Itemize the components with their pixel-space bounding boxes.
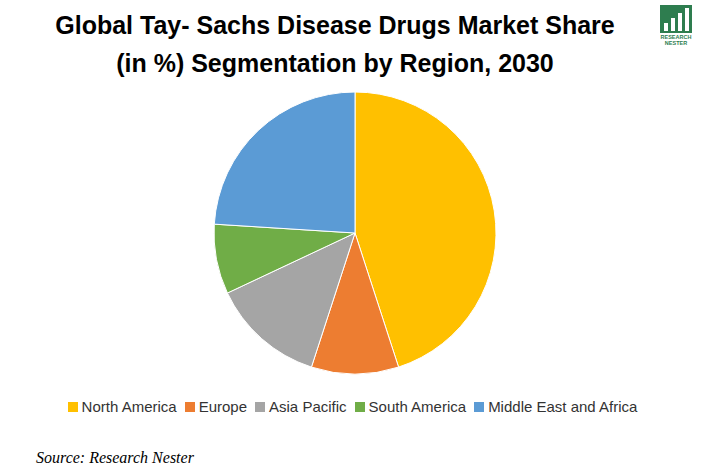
logo: RESEARCH NESTER xyxy=(652,3,700,47)
legend-swatch xyxy=(355,402,365,412)
logo-bar xyxy=(671,18,675,31)
legend-label: Asia Pacific xyxy=(269,398,347,415)
legend-item: Middle East and Africa xyxy=(474,398,637,415)
legend-label: North America xyxy=(82,398,177,415)
legend-label: South America xyxy=(369,398,467,415)
title: Global Tay- Sachs Disease Drugs Market S… xyxy=(40,6,630,82)
legend-item: South America xyxy=(355,398,467,415)
legend-swatch xyxy=(474,402,484,412)
logo-bar xyxy=(664,23,668,31)
source: Source: Research Nester xyxy=(36,449,194,467)
legend-label: Middle East and Africa xyxy=(488,398,637,415)
logo-icon xyxy=(652,3,700,35)
logo-box xyxy=(660,5,692,33)
logo-bar xyxy=(678,13,682,31)
legend-item: North America xyxy=(68,398,177,415)
logo-bar xyxy=(685,8,689,31)
legend-swatch xyxy=(68,402,78,412)
legend: North America Europe Asia Pacific South Ame… xyxy=(0,398,705,415)
legend-swatch xyxy=(255,402,265,412)
legend-item: Europe xyxy=(185,398,247,415)
legend-item: Asia Pacific xyxy=(255,398,347,415)
legend-swatch xyxy=(185,402,195,412)
pie-slice xyxy=(214,224,355,293)
pie-slice xyxy=(214,92,355,233)
legend-label: Europe xyxy=(199,398,247,415)
logo-text: RESEARCH NESTER xyxy=(652,34,700,46)
